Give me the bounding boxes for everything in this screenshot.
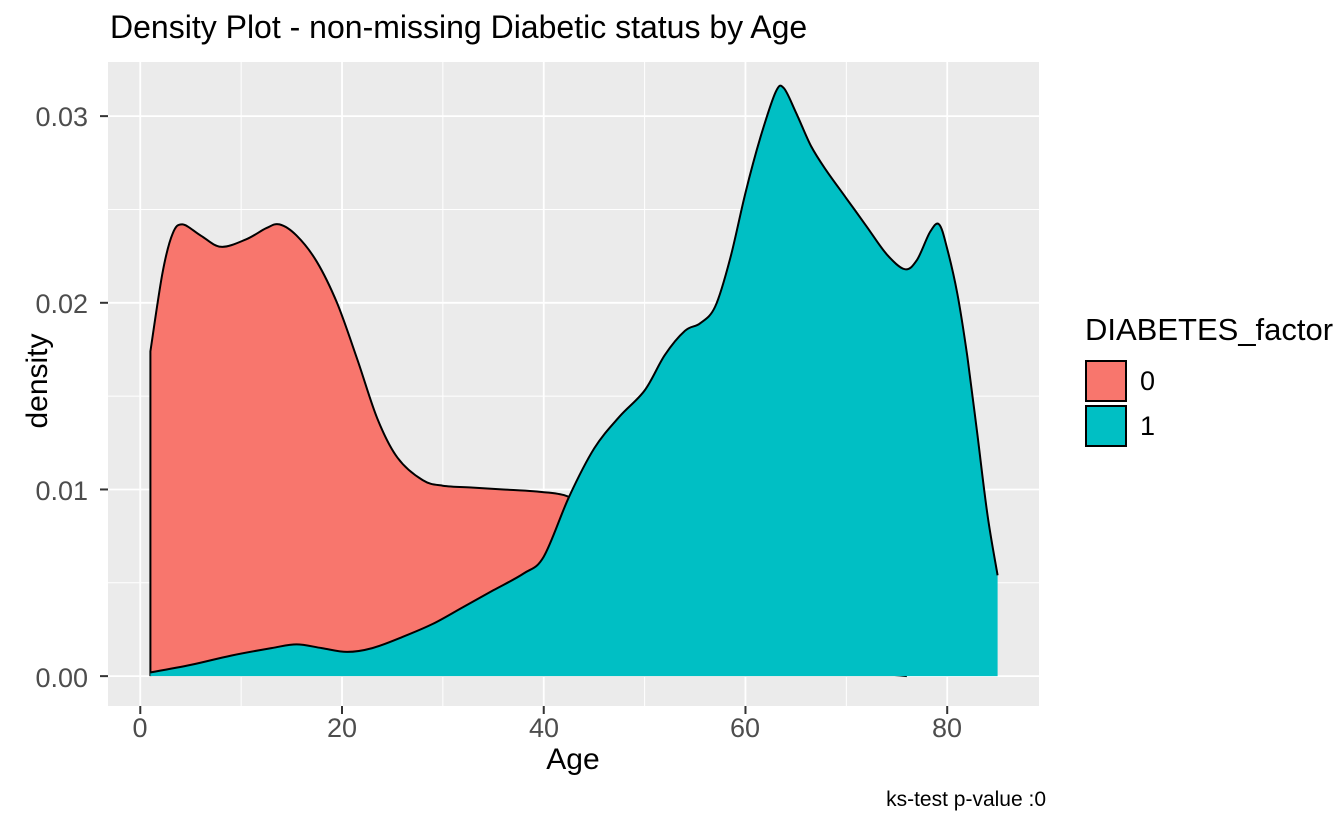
x-tick-label-80: 80 — [931, 713, 963, 743]
density-plot-canvas — [100, 62, 1039, 714]
legend-swatch-0 — [1085, 360, 1127, 402]
x-tick-label-20: 20 — [326, 713, 358, 743]
legend-label-0: 0 — [1140, 366, 1156, 396]
legend-title: DIABETES_factor — [1085, 312, 1334, 347]
y-tick-label-0.01: 0.01 — [35, 476, 88, 506]
x-axis-title: Age — [546, 743, 600, 776]
y-tick-label-0.02: 0.02 — [35, 289, 88, 319]
x-tick-label-40: 40 — [528, 713, 560, 743]
legend-label-1: 1 — [1140, 411, 1156, 441]
x-tick-label-60: 60 — [729, 713, 761, 743]
y-tick-label-0.00: 0.00 — [35, 663, 88, 693]
legend-swatch-1 — [1085, 405, 1127, 447]
y-axis-title: density — [21, 333, 54, 429]
density-area-0 — [150, 224, 907, 677]
plot-title: Density Plot - non-missing Diabetic stat… — [110, 9, 808, 45]
ks-test-caption: ks-test p-value :0 — [886, 788, 1046, 811]
x-tick-label-0: 0 — [132, 713, 148, 743]
y-tick-label-0.03: 0.03 — [35, 102, 88, 132]
density-outline-1 — [150, 84, 999, 674]
density-area-1 — [150, 85, 998, 677]
